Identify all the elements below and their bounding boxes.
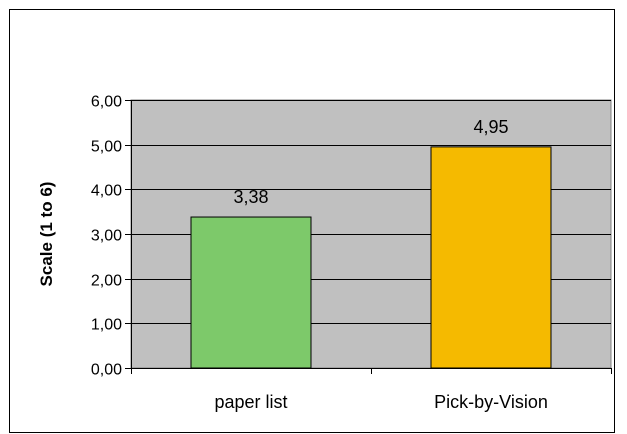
data-label: 3,38 bbox=[233, 187, 268, 207]
bar bbox=[190, 216, 312, 369]
labels: 0,00 1,00 2,00 3,00 4,00 5,00 6,00 3,38 paper li… bbox=[91, 94, 548, 413]
y-tick-label: 5,00 bbox=[91, 139, 122, 156]
y-tick-label: 1,00 bbox=[91, 317, 122, 334]
y-tick-label: 4,00 bbox=[91, 183, 122, 200]
bars bbox=[190, 146, 552, 369]
y-axis-title: Scale (1 to 6) bbox=[37, 182, 56, 287]
data-label: 4,95 bbox=[473, 117, 508, 137]
x-category-label: Pick-by-Vision bbox=[434, 392, 548, 412]
y-tick-label: 2,00 bbox=[91, 273, 122, 290]
x-category-label: paper list bbox=[214, 392, 287, 412]
y-tick-label: 3,00 bbox=[91, 228, 122, 245]
y-tick-label: 0,00 bbox=[91, 362, 122, 379]
y-tick-label: 6,00 bbox=[91, 94, 122, 111]
bar bbox=[430, 146, 552, 369]
